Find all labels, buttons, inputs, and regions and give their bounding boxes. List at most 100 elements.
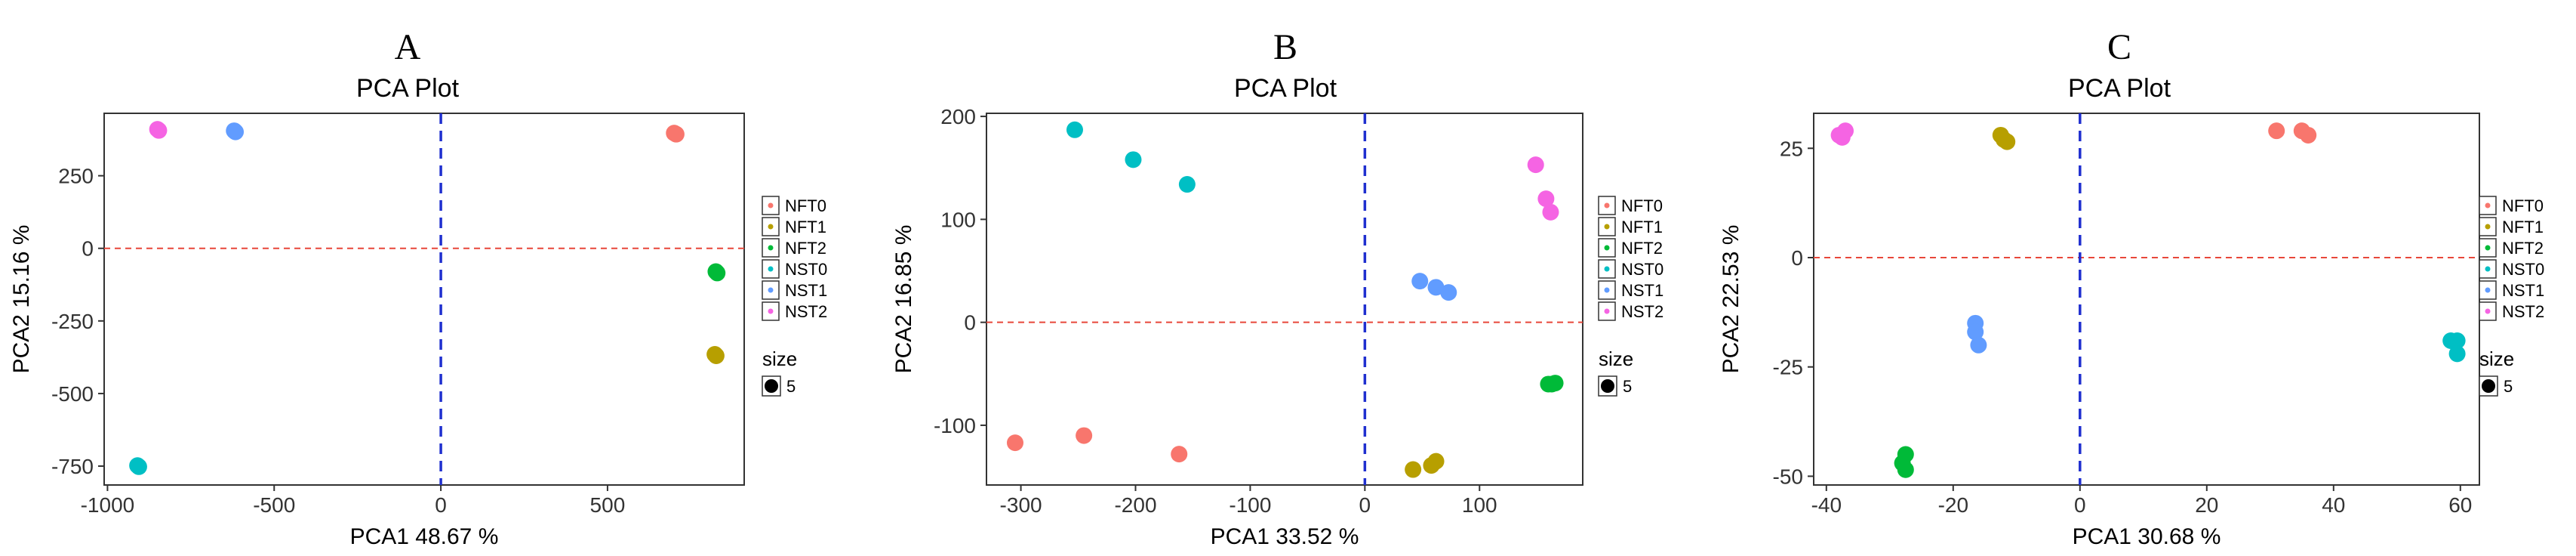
pca-chart-b: B PCA Plot -300 -200 -100 0 100 -100 0 100 200 PCA1… xyxy=(891,27,1663,549)
size-legend-value: 5 xyxy=(1623,377,1632,396)
y-tick-label: -25 xyxy=(1773,356,1803,379)
y-tick-label: 0 xyxy=(82,237,94,261)
y-tick-label: -750 xyxy=(51,455,94,478)
chart-title: PCA Plot xyxy=(356,74,460,103)
legend-label: NFT1 xyxy=(2502,218,2544,236)
size-legend-dot xyxy=(2482,379,2495,393)
x-tick-label: 0 xyxy=(2074,493,2086,517)
plot-frame xyxy=(103,113,745,486)
size-legend-title: size xyxy=(762,348,797,370)
legend-swatch-nft0 xyxy=(768,202,774,208)
data-point-nft2 xyxy=(1547,375,1564,392)
legend-label: NST0 xyxy=(785,260,827,279)
data-point-nst2 xyxy=(1833,128,1851,146)
y-axis-label: PCA2 16.85 % xyxy=(891,225,916,374)
x-tick-label: 500 xyxy=(590,493,626,517)
y-tick-label: 25 xyxy=(1780,137,1803,160)
data-point-nst1 xyxy=(227,123,245,141)
plot-frame xyxy=(986,113,1583,486)
data-point-nft1 xyxy=(1999,133,2016,150)
data-point-nst2 xyxy=(1542,203,1559,221)
data-point-nst0 xyxy=(1178,176,1196,193)
chart-title: PCA Plot xyxy=(1234,74,1337,103)
data-point-nst1 xyxy=(1967,323,1984,341)
pca-chart-c: C PCA Plot -40 -20 0 20 40 60 -50 -25 0 25 PCA1 30.6… xyxy=(1719,27,2544,549)
legend-label: NST1 xyxy=(1621,281,1663,300)
data-point-nst2 xyxy=(1537,190,1555,208)
legend-label: NST1 xyxy=(785,281,827,300)
legend-swatch-nft1 xyxy=(1604,224,1610,230)
data-point-nft0 xyxy=(2268,122,2285,140)
data-point-nft1 xyxy=(1405,461,1422,478)
legend-swatch-nst1 xyxy=(768,287,774,293)
legend-swatch-nst2 xyxy=(1604,308,1610,314)
data-point-nft0 xyxy=(667,125,685,143)
legend-label: NFT1 xyxy=(1621,218,1663,236)
data-point-nft2 xyxy=(1897,446,1914,463)
y-tick-label: 0 xyxy=(1791,246,1803,270)
data-point-nst1 xyxy=(1440,284,1457,301)
y-tick-label: 0 xyxy=(964,311,976,335)
legend-label: NST2 xyxy=(1621,302,1663,321)
legend-label: NST2 xyxy=(2502,302,2544,321)
legend-label: NST0 xyxy=(1621,260,1663,279)
data-point-nft1 xyxy=(1427,453,1445,470)
x-tick-label: -200 xyxy=(1114,493,1156,517)
x-tick-label: 100 xyxy=(1462,493,1497,517)
data-point-nft1 xyxy=(707,347,725,364)
data-point-nst1 xyxy=(1427,279,1445,296)
legend-swatch-nft2 xyxy=(2485,245,2491,251)
data-point-nft0 xyxy=(2300,126,2317,144)
panel-letter: C xyxy=(2107,27,2131,67)
legend-swatch-nst0 xyxy=(2485,266,2491,272)
x-tick-label: -40 xyxy=(1811,493,1842,517)
legend-label: NFT2 xyxy=(785,239,826,258)
size-legend-title: size xyxy=(1599,348,1633,370)
x-axis-label: PCA1 48.67 % xyxy=(350,524,499,549)
panel-letter: B xyxy=(1273,27,1297,67)
panel-letter: A xyxy=(395,27,421,67)
data-point-nst2 xyxy=(150,122,168,139)
data-point-nst1 xyxy=(1411,273,1429,290)
y-tick-label: -250 xyxy=(51,310,94,333)
legend-label: NST1 xyxy=(2502,281,2544,300)
legend-swatch-nst1 xyxy=(1604,287,1610,293)
legend-swatch-nst0 xyxy=(768,266,774,272)
chart-title: PCA Plot xyxy=(2068,74,2171,103)
data-point-nft0 xyxy=(1076,427,1093,444)
y-tick-label: 100 xyxy=(940,208,976,231)
x-tick-label: -1000 xyxy=(81,493,135,517)
legend-label: NST2 xyxy=(785,302,827,321)
data-point-nft0 xyxy=(1171,446,1188,463)
x-tick-label: -20 xyxy=(1938,493,1968,517)
x-tick-label: -300 xyxy=(1000,493,1042,517)
legend-label: NFT2 xyxy=(1621,239,1663,258)
data-point-nst0 xyxy=(2448,345,2466,363)
data-point-nst0 xyxy=(1066,121,1083,138)
y-tick-label: -100 xyxy=(934,414,976,437)
x-tick-label: 40 xyxy=(2322,493,2345,517)
data-point-nst2 xyxy=(1527,156,1544,174)
x-tick-label: 20 xyxy=(2195,493,2218,517)
panel-c: C PCA Plot -40 -20 0 20 40 60 -50 -25 0 25 PCA1 30.6… xyxy=(1717,0,2576,556)
size-legend-value: 5 xyxy=(2504,377,2513,396)
legend-swatch-nst0 xyxy=(1604,266,1610,272)
panel-a: A PCA Plot -1000 -500 0 500 -750 -500 -250 0 250 PC… xyxy=(0,0,858,556)
legend-swatch-nst2 xyxy=(2485,308,2491,314)
size-legend-value: 5 xyxy=(786,377,796,396)
x-axis-label: PCA1 33.52 % xyxy=(1211,524,1359,549)
x-tick-label: -100 xyxy=(1229,493,1271,517)
data-point-nst0 xyxy=(2448,332,2466,349)
legend-label: NFT2 xyxy=(2502,239,2544,258)
panel-b: B PCA Plot -300 -200 -100 0 100 -100 0 100 200 PCA1… xyxy=(858,0,1717,556)
legend-swatch-nft2 xyxy=(1604,245,1610,251)
y-tick-label: 250 xyxy=(58,165,94,188)
size-legend-dot xyxy=(765,379,778,393)
x-tick-label: 60 xyxy=(2448,493,2472,517)
data-point-nst1 xyxy=(1970,336,1987,354)
data-point-nft0 xyxy=(1006,434,1023,452)
legend-label: NFT1 xyxy=(785,218,826,236)
data-point-nft2 xyxy=(1897,461,1914,478)
size-legend-dot xyxy=(1601,379,1614,393)
legend-swatch-nft1 xyxy=(2485,224,2491,230)
